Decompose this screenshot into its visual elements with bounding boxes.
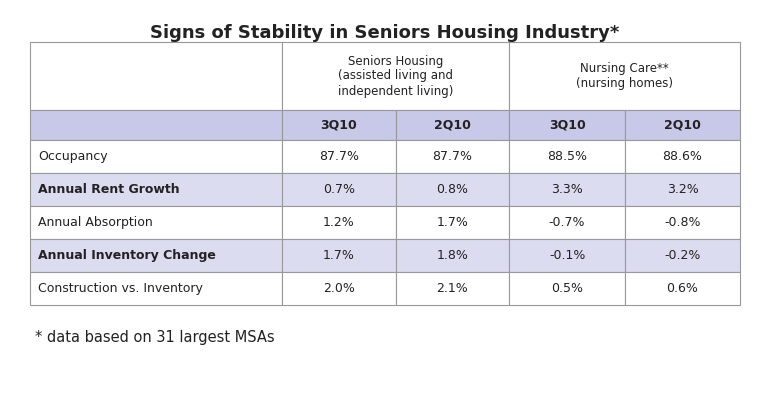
Bar	[30, 140, 282, 173]
Bar	[30, 239, 282, 272]
Text: 3.2%: 3.2%	[667, 183, 698, 196]
Bar	[625, 140, 740, 173]
Text: 2.0%: 2.0%	[323, 282, 355, 295]
Bar	[282, 42, 509, 110]
Bar	[282, 173, 396, 206]
Bar	[396, 206, 509, 239]
Bar	[282, 206, 396, 239]
Text: 1.8%: 1.8%	[437, 249, 468, 262]
Text: Annual Inventory Change: Annual Inventory Change	[38, 249, 216, 262]
Text: 87.7%: 87.7%	[319, 150, 359, 163]
Text: 0.6%: 0.6%	[667, 282, 698, 295]
Bar	[625, 173, 740, 206]
Bar	[30, 110, 282, 140]
Text: Seniors Housing
(assisted living and
independent living): Seniors Housing (assisted living and ind…	[338, 54, 454, 98]
Text: 0.8%: 0.8%	[437, 183, 468, 196]
Bar	[509, 239, 625, 272]
Text: 2Q10: 2Q10	[664, 118, 701, 132]
Bar	[509, 173, 625, 206]
Text: 88.6%: 88.6%	[662, 150, 702, 163]
Text: 1.7%: 1.7%	[323, 249, 355, 262]
Bar	[282, 110, 396, 140]
Bar	[396, 140, 509, 173]
Text: * data based on 31 largest MSAs: * data based on 31 largest MSAs	[35, 330, 275, 345]
Bar	[625, 272, 740, 305]
Text: -0.8%: -0.8%	[665, 216, 701, 229]
Bar	[282, 140, 396, 173]
Bar	[30, 42, 282, 110]
Text: -0.1%: -0.1%	[549, 249, 585, 262]
Text: 3.3%: 3.3%	[551, 183, 583, 196]
Bar	[625, 110, 740, 140]
Text: Occupancy: Occupancy	[38, 150, 108, 163]
Bar	[509, 206, 625, 239]
Text: Annual Rent Growth: Annual Rent Growth	[38, 183, 179, 196]
Text: 88.5%: 88.5%	[547, 150, 587, 163]
Bar	[396, 272, 509, 305]
Bar	[30, 272, 282, 305]
Bar	[625, 239, 740, 272]
Bar	[282, 239, 396, 272]
Text: 1.7%: 1.7%	[437, 216, 468, 229]
Text: 2Q10: 2Q10	[434, 118, 471, 132]
Text: -0.2%: -0.2%	[665, 249, 701, 262]
Bar	[396, 173, 509, 206]
Text: 0.7%: 0.7%	[323, 183, 355, 196]
Text: Annual Absorption: Annual Absorption	[38, 216, 152, 229]
Bar	[509, 272, 625, 305]
Bar	[282, 272, 396, 305]
Text: Construction vs. Inventory: Construction vs. Inventory	[38, 282, 203, 295]
Bar	[30, 206, 282, 239]
Text: 3Q10: 3Q10	[549, 118, 585, 132]
Bar	[396, 110, 509, 140]
Bar	[509, 42, 740, 110]
Bar	[30, 173, 282, 206]
Bar	[509, 140, 625, 173]
Text: 3Q10: 3Q10	[320, 118, 357, 132]
Text: -0.7%: -0.7%	[549, 216, 585, 229]
Bar	[396, 239, 509, 272]
Text: Nursing Care**
(nursing homes): Nursing Care** (nursing homes)	[576, 62, 673, 90]
Text: Signs of Stability in Seniors Housing Industry*: Signs of Stability in Seniors Housing In…	[150, 24, 620, 42]
Text: 87.7%: 87.7%	[433, 150, 473, 163]
Text: 2.1%: 2.1%	[437, 282, 468, 295]
Bar	[625, 206, 740, 239]
Bar	[509, 110, 625, 140]
Text: 0.5%: 0.5%	[551, 282, 583, 295]
Text: 1.2%: 1.2%	[323, 216, 355, 229]
